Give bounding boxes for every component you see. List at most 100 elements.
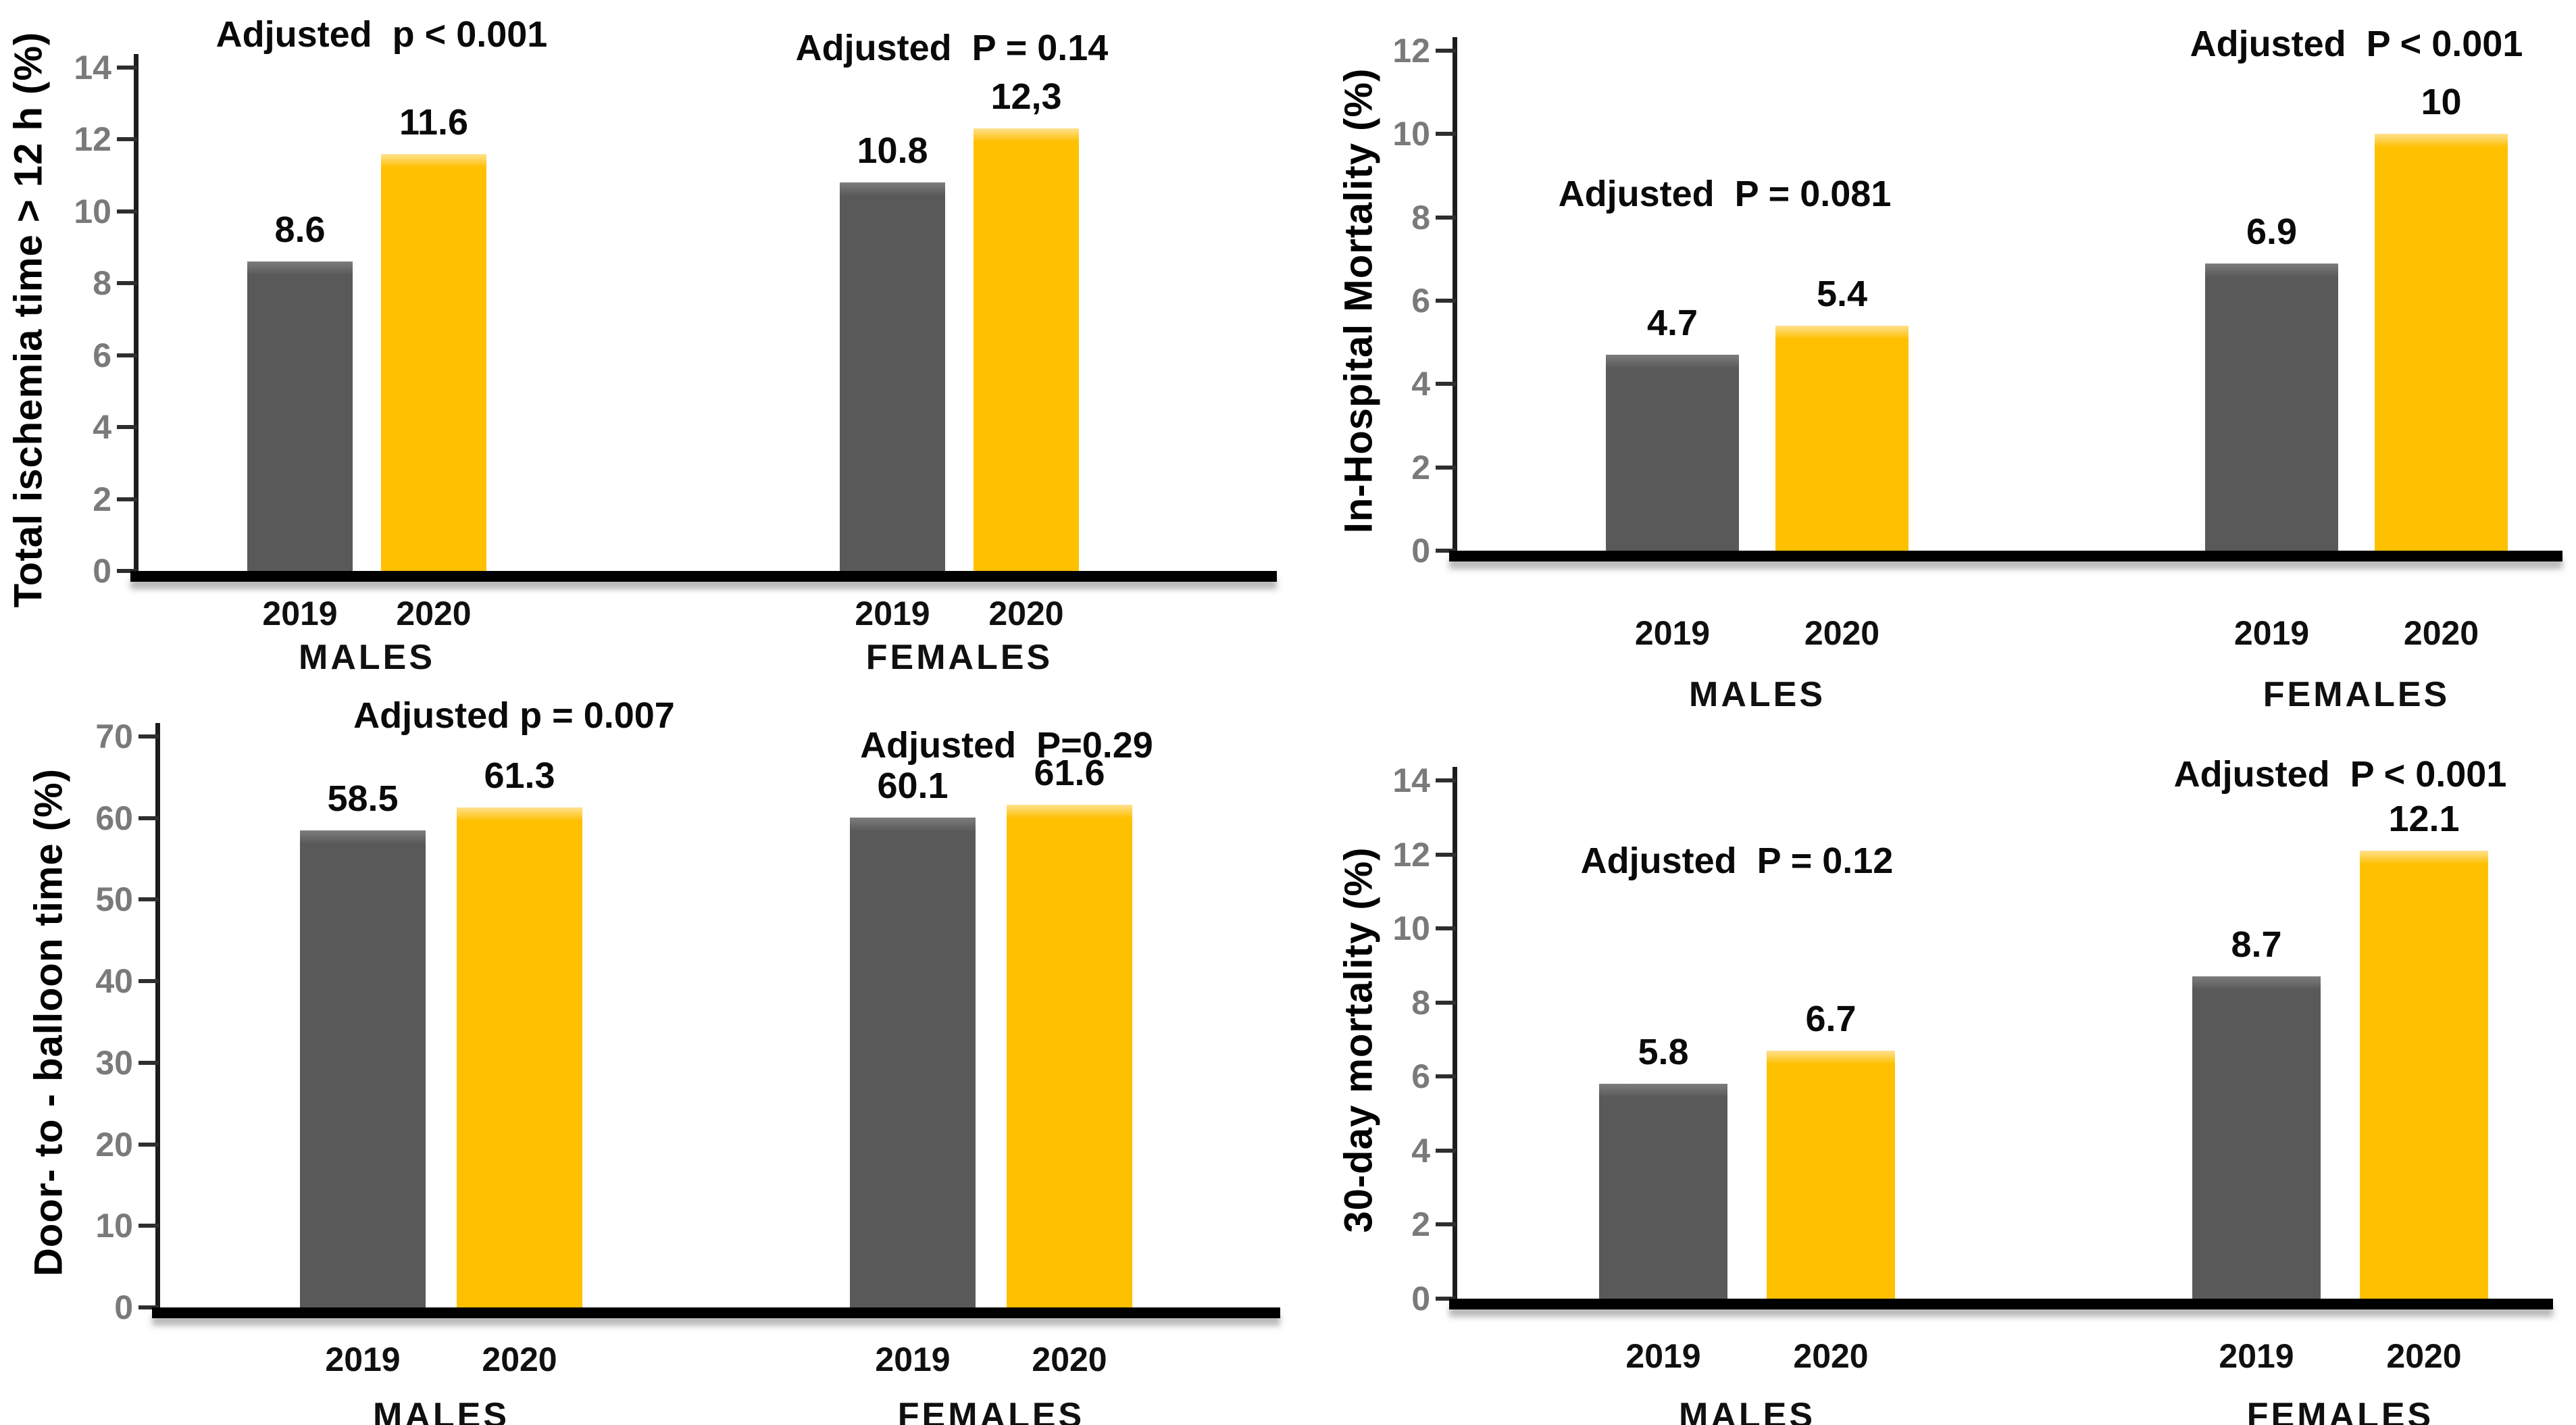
x-axis-baseline <box>152 1307 1280 1318</box>
bar-value-label: 60.1 <box>877 765 949 806</box>
y-tick-label: 20 <box>95 1125 133 1164</box>
group-label: FEMALES <box>865 638 1053 677</box>
y-tick-mark <box>138 1224 159 1228</box>
group-label: MALES <box>299 638 435 677</box>
y-axis-title: Door- to - balloon time (%) <box>26 768 71 1276</box>
bar-2020 <box>457 807 582 1307</box>
y-tick-label: 12 <box>1392 835 1430 874</box>
y-tick-label: 40 <box>95 962 133 1001</box>
y-tick-label: 0 <box>114 1289 133 1326</box>
y-tick-label: 6 <box>1411 1057 1430 1096</box>
bar-2019 <box>2205 263 2338 551</box>
door-to-balloon-chart: Door- to - balloon time (%) 0 10 20 30 40 50 60… <box>0 689 1284 1425</box>
y-tick-mark <box>1436 778 1456 782</box>
bar-2020 <box>1007 805 1132 1307</box>
bar-2020 <box>1767 1050 1895 1299</box>
y-tick-label: 12 <box>1392 32 1430 70</box>
y-tick-mark <box>1436 132 1456 136</box>
bar-value-label: 10.8 <box>857 130 928 172</box>
bar-value-label: 10 <box>2421 82 2462 123</box>
y-tick-mark <box>117 425 137 430</box>
bar-value-label: 6.9 <box>2246 211 2298 252</box>
y-tick-mark <box>1436 465 1456 470</box>
x-tick-label: 2019 <box>1634 614 1711 652</box>
y-tick-label: 70 <box>95 718 133 755</box>
bar-value-label: 6.7 <box>1805 998 1857 1039</box>
p-value-annotation: Adjusted P = 0.12 <box>1580 841 1894 881</box>
bar-2019 <box>850 817 976 1307</box>
y-tick-mark <box>1436 926 1456 931</box>
bar-value-label: 4.7 <box>1646 303 1698 344</box>
x-axis-baseline <box>1449 551 2562 561</box>
bar-value-label: 8.6 <box>274 209 326 251</box>
y-tick-label: 4 <box>1411 1131 1430 1170</box>
y-tick-label: 14 <box>74 49 111 86</box>
y-axis-title: Total ischemia time > 12 h (%) <box>6 31 51 607</box>
p-value-annotation: Adjusted P < 0.001 <box>2173 754 2507 795</box>
x-axis-baseline <box>1449 1299 2553 1309</box>
bar-2019 <box>840 182 945 571</box>
y-tick-mark <box>117 281 137 286</box>
bar-2020 <box>974 128 1079 571</box>
p-value-annotation: Adjusted P = 0.14 <box>795 28 1109 68</box>
x-tick-label: 2020 <box>2386 1337 2462 1375</box>
y-tick-label: 14 <box>1392 761 1430 799</box>
y-axis-title: 30-day mortality (%) <box>1336 846 1381 1233</box>
group-label: MALES <box>1689 675 1825 714</box>
p-value-annotation: Adjusted P=0.29 <box>860 725 1153 766</box>
y-tick-label: 8 <box>1411 983 1430 1022</box>
y-tick-mark <box>117 209 137 214</box>
p-value-annotation: Adjusted p < 0.001 <box>216 14 548 55</box>
y-tick-mark <box>117 569 137 573</box>
p-value-annotation: Adjusted P = 0.081 <box>1558 174 1892 214</box>
x-tick-label: 2019 <box>1625 1337 1701 1375</box>
x-tick-label: 2020 <box>1793 1337 1869 1375</box>
group-label: MALES <box>1679 1396 1815 1425</box>
y-tick-mark <box>1436 1148 1456 1153</box>
bar-value-label: 12,3 <box>990 76 1062 118</box>
y-axis-line <box>134 54 138 571</box>
bar-2019 <box>247 261 353 571</box>
y-tick-mark <box>138 897 159 902</box>
y-tick-label: 50 <box>95 880 133 919</box>
total-ischemia-chart: Total ischemia time > 12 h (%) 0 2 4 6 8 10 12 1… <box>0 0 1284 713</box>
y-tick-mark <box>1436 1074 1456 1079</box>
y-tick-mark <box>1436 215 1456 220</box>
y-tick-label: 4 <box>93 408 111 447</box>
x-axis-baseline <box>130 571 1277 582</box>
y-tick-label: 0 <box>1411 1280 1430 1318</box>
y-tick-mark <box>138 816 159 820</box>
y-axis-line <box>155 723 160 1307</box>
y-tick-mark <box>117 137 137 142</box>
y-tick-mark <box>138 979 159 984</box>
bar-value-label: 5.4 <box>1816 274 1868 314</box>
y-tick-mark <box>138 1305 159 1309</box>
p-value-annotation: Adjusted P < 0.001 <box>2190 24 2523 64</box>
thirty-day-mortality-chart: 30-day mortality (%) 0 2 4 6 8 10 12 14 5.8 2019 6.… <box>1292 713 2576 1425</box>
y-tick-mark <box>138 1142 159 1147</box>
group-label: FEMALES <box>897 1396 1085 1425</box>
y-tick-label: 10 <box>1392 115 1430 153</box>
bar-2020 <box>2375 134 2508 551</box>
x-tick-label: 2019 <box>875 1341 951 1378</box>
y-tick-label: 8 <box>1411 198 1430 236</box>
x-tick-label: 2020 <box>988 595 1064 632</box>
y-tick-label: 2 <box>93 480 111 518</box>
x-tick-label: 2019 <box>855 595 930 632</box>
y-tick-label: 30 <box>95 1043 133 1082</box>
y-tick-label: 60 <box>95 799 133 837</box>
bar-value-label: 5.8 <box>1638 1032 1689 1073</box>
y-tick-label: 0 <box>93 552 111 590</box>
x-tick-label: 2019 <box>2233 614 2310 652</box>
y-tick-label: 8 <box>93 264 111 303</box>
y-tick-mark <box>1436 549 1456 553</box>
bar-2020 <box>381 153 486 571</box>
y-tick-label: 10 <box>1392 909 1430 948</box>
bar-2019 <box>2192 976 2321 1299</box>
y-tick-mark <box>1436 1000 1456 1005</box>
y-axis-line <box>1453 37 1457 551</box>
bar-value-label: 11.6 <box>399 101 469 143</box>
y-tick-mark <box>1436 299 1456 303</box>
y-tick-mark <box>117 353 137 357</box>
